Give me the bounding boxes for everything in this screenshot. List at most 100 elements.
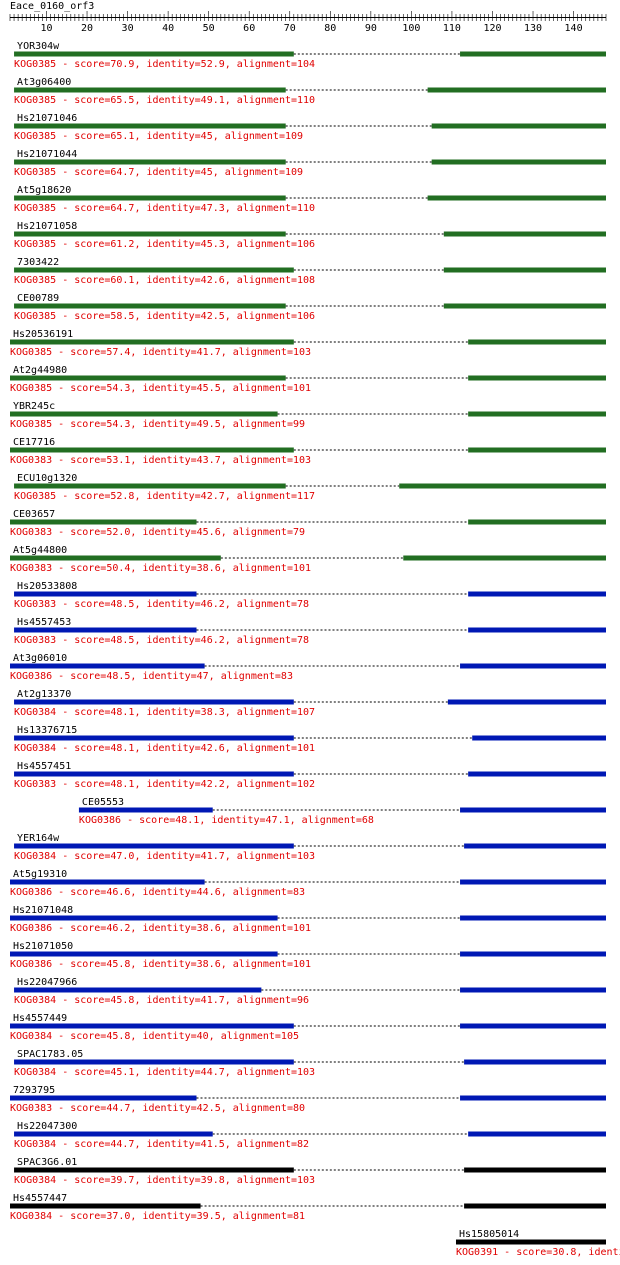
hit-name[interactable]: Hs15805014 bbox=[459, 1229, 519, 1240]
hit-segment-right bbox=[431, 159, 606, 165]
hit-row[interactable]: CE00789 KOG0385 - score=58.5, identity=42… bbox=[14, 293, 606, 322]
hit-name[interactable]: Hs21071050 bbox=[13, 941, 73, 952]
ruler-tick-label: 80 bbox=[324, 23, 336, 34]
hit-name[interactable]: SPAC1783.05 bbox=[17, 1049, 83, 1060]
hit-name[interactable]: 7293795 bbox=[13, 1085, 55, 1096]
hit-name[interactable]: SPAC3G6.01 bbox=[17, 1157, 77, 1168]
hit-segment-right bbox=[447, 699, 606, 705]
hit-row[interactable]: Hs4557449 KOG0384 - score=45.8, identity=… bbox=[10, 1013, 606, 1042]
hit-row[interactable]: At5g19310 KOG0386 - score=46.6, identity=… bbox=[10, 869, 606, 898]
hit-name[interactable]: Hs21071048 bbox=[13, 905, 73, 916]
hit-row[interactable]: YER164w KOG0384 - score=47.0, identity=41… bbox=[14, 833, 606, 862]
hit-row[interactable]: At3g06010 KOG0386 - score=48.5, identity=… bbox=[10, 653, 606, 682]
hit-info: KOG0384 - score=45.8, identity=40, align… bbox=[10, 1031, 299, 1042]
hit-name[interactable]: Hs21071058 bbox=[17, 221, 77, 232]
hit-row[interactable]: CE17716 KOG0383 - score=53.1, identity=43… bbox=[10, 437, 606, 466]
hit-name[interactable]: At5g18620 bbox=[17, 185, 71, 196]
hit-name[interactable]: Hs20536191 bbox=[13, 329, 73, 340]
hit-name[interactable]: Hs4557453 bbox=[17, 617, 71, 628]
hit-name[interactable]: Hs22047300 bbox=[17, 1121, 77, 1132]
hit-info: KOG0385 - score=65.5, identity=49.1, ali… bbox=[14, 95, 315, 106]
hit-row[interactable]: Hs21071046 KOG0385 - score=65.1, identity… bbox=[14, 113, 606, 142]
hit-row[interactable]: Hs21071044 KOG0385 - score=64.7, identity… bbox=[14, 149, 606, 178]
hit-info: KOG0385 - score=70.9, identity=52.9, ali… bbox=[14, 59, 315, 70]
hit-row[interactable]: 7303422 KOG0385 - score=60.1, identity=42… bbox=[14, 257, 606, 286]
hit-segment-left bbox=[14, 123, 286, 129]
hit-name[interactable]: CE17716 bbox=[13, 437, 55, 448]
hit-segment-right bbox=[460, 915, 606, 921]
hit-name[interactable]: 7303422 bbox=[17, 257, 59, 268]
hit-info: KOG0383 - score=44.7, identity=42.5, ali… bbox=[10, 1103, 305, 1114]
hit-row[interactable]: Hs22047300 KOG0384 - score=44.7, identity… bbox=[14, 1121, 606, 1150]
hit-name[interactable]: At2g13370 bbox=[17, 689, 71, 700]
hit-name[interactable]: At5g19310 bbox=[13, 869, 67, 880]
hit-name[interactable]: At5g44800 bbox=[13, 545, 67, 556]
hit-name[interactable]: ECU10g1320 bbox=[17, 473, 77, 484]
hit-segment-right bbox=[468, 519, 606, 525]
hit-row[interactable]: YBR245c KOG0385 - score=54.3, identity=49… bbox=[10, 401, 606, 430]
hit-name[interactable]: CE05553 bbox=[82, 797, 124, 808]
hit-name[interactable]: At3g06400 bbox=[17, 77, 71, 88]
hit-row[interactable]: SPAC1783.05 KOG0384 - score=45.1, identit… bbox=[14, 1049, 606, 1078]
hit-row[interactable]: At5g18620 KOG0385 - score=64.7, identity=… bbox=[14, 185, 606, 214]
hit-info: KOG0385 - score=54.3, identity=45.5, ali… bbox=[10, 383, 311, 394]
hit-info: KOG0384 - score=45.1, identity=44.7, ali… bbox=[14, 1067, 315, 1078]
hit-row[interactable]: ECU10g1320 KOG0385 - score=52.8, identity… bbox=[14, 473, 606, 502]
hit-name[interactable]: Hs20533808 bbox=[17, 581, 77, 592]
hit-name[interactable]: Hs4557447 bbox=[13, 1193, 67, 1204]
hit-segment-left bbox=[10, 663, 205, 669]
hit-row[interactable]: CE05553 KOG0386 - score=48.1, identity=47… bbox=[78, 797, 606, 826]
hit-segment-right bbox=[460, 951, 606, 957]
hit-name[interactable]: At2g44980 bbox=[13, 365, 67, 376]
hit-name[interactable]: Hs22047966 bbox=[17, 977, 77, 988]
hit-row[interactable]: At2g13370 KOG0384 - score=48.1, identity=… bbox=[14, 689, 606, 718]
hit-row[interactable]: Hs21071050 KOG0386 - score=45.8, identity… bbox=[10, 941, 606, 970]
hit-row[interactable]: Hs21071058 KOG0385 - score=61.2, identity… bbox=[14, 221, 606, 250]
hit-name[interactable]: YOR304w bbox=[17, 41, 60, 52]
ruler-tick-label: 130 bbox=[524, 23, 542, 34]
hit-row[interactable]: Hs21071048 KOG0386 - score=46.2, identity… bbox=[10, 905, 606, 934]
hit-segment-left bbox=[14, 51, 294, 57]
hit-row[interactable]: Hs20533808 KOG0383 - score=48.5, identity… bbox=[14, 581, 606, 610]
hit-segment-left bbox=[14, 1167, 294, 1173]
hit-name[interactable]: CE03657 bbox=[13, 509, 55, 520]
hit-segment-left bbox=[14, 195, 286, 201]
hit-row[interactable]: Hs13376715 KOG0384 - score=48.1, identity… bbox=[14, 725, 606, 754]
hit-name[interactable]: Hs13376715 bbox=[17, 725, 77, 736]
hit-info: KOG0383 - score=50.4, identity=38.6, ali… bbox=[10, 563, 311, 574]
ruler-tick-label: 60 bbox=[243, 23, 255, 34]
hit-info: KOG0385 - score=58.5, identity=42.5, ali… bbox=[14, 311, 315, 322]
hit-row[interactable]: YOR304w KOG0385 - score=70.9, identity=52… bbox=[14, 41, 606, 70]
hit-info: KOG0384 - score=44.7, identity=41.5, ali… bbox=[14, 1139, 309, 1150]
hit-row[interactable]: At3g06400 KOG0385 - score=65.5, identity=… bbox=[14, 77, 606, 106]
hit-row[interactable]: Hs20536191 KOG0385 - score=57.4, identity… bbox=[10, 329, 606, 358]
hit-row[interactable]: Hs22047966 KOG0384 - score=45.8, identity… bbox=[14, 977, 606, 1006]
hit-name[interactable]: Hs21071044 bbox=[17, 149, 77, 160]
hit-segment-left bbox=[10, 555, 221, 561]
hit-row[interactable]: Hs4557453 KOG0383 - score=48.5, identity=… bbox=[14, 617, 606, 646]
hit-segment-left bbox=[14, 87, 286, 93]
hit-name[interactable]: CE00789 bbox=[17, 293, 59, 304]
hit-row[interactable]: Hs4557451 KOG0383 - score=48.1, identity=… bbox=[14, 761, 606, 790]
hit-name[interactable]: Hs4557451 bbox=[17, 761, 71, 772]
hit-name[interactable]: YER164w bbox=[17, 833, 60, 844]
hit-segment-left bbox=[14, 1131, 213, 1137]
hit-name[interactable]: YBR245c bbox=[13, 401, 55, 412]
hit-row[interactable]: CE03657 KOG0383 - score=52.0, identity=45… bbox=[10, 509, 606, 538]
hit-segment-right bbox=[460, 807, 606, 813]
hit-row[interactable]: At5g44800 KOG0383 - score=50.4, identity=… bbox=[10, 545, 606, 574]
hit-row[interactable]: SPAC3G6.01 KOG0384 - score=39.7, identity… bbox=[14, 1157, 606, 1186]
hit-name[interactable]: Hs4557449 bbox=[13, 1013, 67, 1024]
hit-row[interactable]: 7293795 KOG0383 - score=44.7, identity=42… bbox=[10, 1085, 606, 1114]
hit-row[interactable]: At2g44980 KOG0385 - score=54.3, identity=… bbox=[10, 365, 606, 394]
hit-row[interactable]: Hs15805014 KOG0391 - score=30.8, identity… bbox=[455, 1229, 620, 1258]
hit-name[interactable]: Hs21071046 bbox=[17, 113, 77, 124]
hit-segment-right bbox=[443, 231, 606, 237]
hit-info: KOG0386 - score=48.5, identity=47, align… bbox=[10, 671, 293, 682]
hit-list: YOR304w KOG0385 - score=70.9, identity=52… bbox=[10, 41, 620, 1258]
hit-info: KOG0385 - score=52.8, identity=42.7, ali… bbox=[14, 491, 315, 502]
ruler-tick-label: 100 bbox=[402, 23, 420, 34]
hit-name[interactable]: At3g06010 bbox=[13, 653, 67, 664]
hit-row[interactable]: Hs4557447 KOG0384 - score=37.0, identity=… bbox=[10, 1193, 606, 1222]
